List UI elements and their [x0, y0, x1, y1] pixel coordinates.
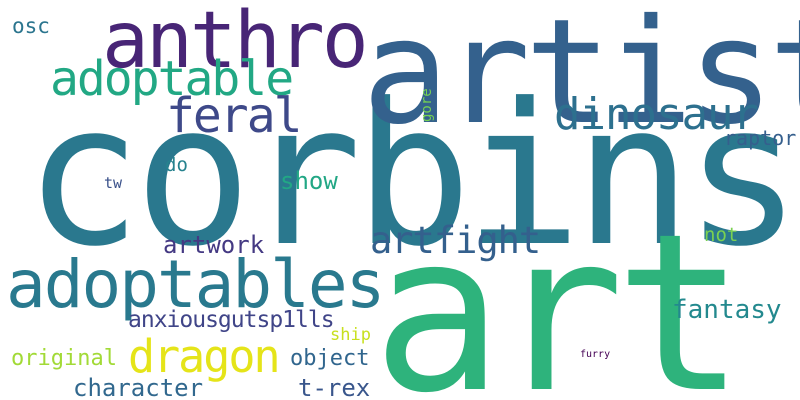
word-not: not [704, 226, 738, 245]
word-do: do [165, 156, 188, 175]
word-dragon: dragon [128, 334, 279, 379]
word-raptor: raptor [724, 128, 796, 148]
word-object: object [290, 348, 369, 370]
word-tw: tw [104, 176, 122, 191]
word-t-rex: t-rex [298, 376, 370, 400]
word-character: character [73, 376, 203, 400]
word-ship: ship [330, 327, 371, 344]
word-artfight: artfight [370, 222, 540, 259]
word-gore: gore [420, 88, 434, 122]
word-fantasy: fantasy [672, 297, 782, 323]
word-anxiousgutsp1lls: anxiousgutsp1lls [128, 309, 334, 332]
word-artwork: artwork [163, 233, 264, 257]
word-feral: feral [166, 92, 301, 140]
word-osc: osc [12, 16, 50, 37]
word-furry: furry [580, 350, 610, 360]
word-show: show [280, 169, 338, 193]
word-original: original [11, 348, 117, 370]
